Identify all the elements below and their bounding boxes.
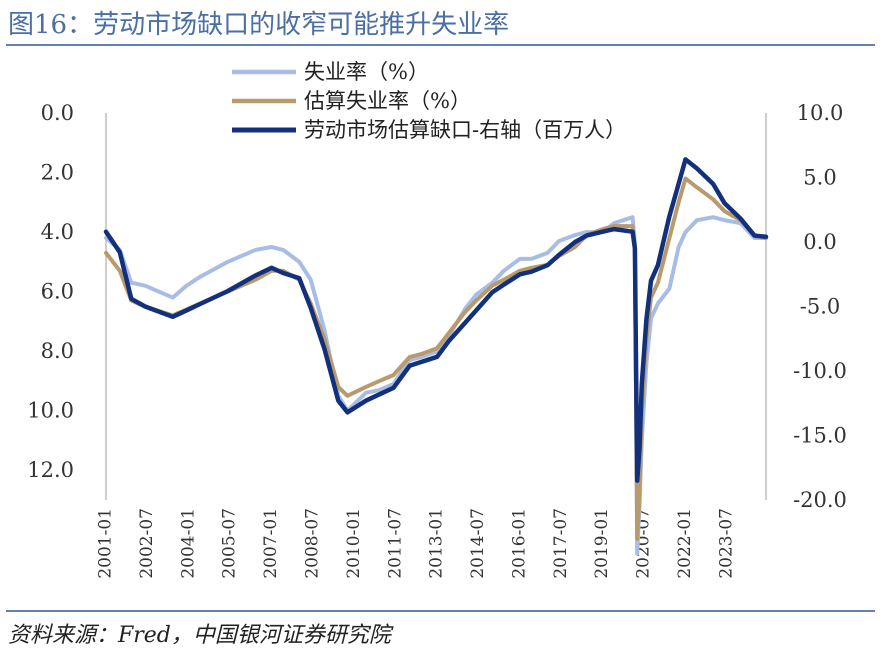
x-tick-label: 2013-01 bbox=[427, 508, 447, 579]
bottom-rule bbox=[6, 610, 875, 612]
x-tick-label: 2007-01 bbox=[261, 508, 281, 579]
series-line-2 bbox=[104, 176, 768, 541]
legend-label: 估算失业率（%） bbox=[304, 89, 471, 113]
left-tick-label: 6.0 bbox=[41, 280, 74, 304]
legend-label: 失业率（%） bbox=[304, 60, 429, 84]
x-tick-label: 2001-01 bbox=[96, 508, 116, 579]
right-tick-label: -5.0 bbox=[800, 295, 841, 319]
x-tick-label: 2019-01 bbox=[592, 508, 612, 579]
right-tick-label: -20.0 bbox=[793, 488, 847, 512]
legend: 失业率（%） 估算失业率（%） 劳动市场估算缺口-右轴（百万人） bbox=[232, 60, 626, 142]
x-tick-label: 2017-07 bbox=[551, 508, 571, 579]
right-tick-label: -15.0 bbox=[793, 424, 847, 448]
left-tick-label: 0.0 bbox=[41, 101, 74, 125]
left-tick-label: 8.0 bbox=[41, 339, 74, 363]
x-tick-label: 2010-01 bbox=[344, 508, 364, 579]
axes: 0.0 2.0 4.0 6.0 8.0 10.0 12.0 10.0 5.0 0.0 -5.0 -10… bbox=[27, 101, 847, 579]
x-tick-label: 2011-07 bbox=[385, 508, 405, 579]
right-tick-label: 5.0 bbox=[803, 166, 836, 190]
series-lines bbox=[103, 157, 769, 556]
x-tick-label: 2002-07 bbox=[137, 508, 157, 579]
x-tick-label: 2016-01 bbox=[509, 508, 529, 579]
source-note: 资料来源：Fred，中国银河证券研究院 bbox=[8, 623, 391, 648]
left-tick-label: 2.0 bbox=[41, 161, 74, 185]
left-tick-label: 12.0 bbox=[27, 458, 74, 482]
x-tick-label: 2014-07 bbox=[468, 508, 488, 579]
series-line-1 bbox=[104, 215, 768, 556]
left-tick-label: 10.0 bbox=[27, 399, 74, 423]
left-tick-label: 4.0 bbox=[41, 220, 74, 244]
right-tick-label: -10.0 bbox=[793, 359, 847, 383]
figure-title: 图16：劳动市场缺口的收窄可能推升失业率 bbox=[8, 10, 510, 40]
top-rule bbox=[6, 44, 875, 46]
x-tick-label: 2004-01 bbox=[178, 508, 198, 579]
x-tick-label: 2008-07 bbox=[302, 508, 322, 579]
right-tick-label: 0.0 bbox=[803, 230, 836, 254]
right-tick-label: 10.0 bbox=[797, 101, 844, 125]
x-tick-label: 2005-07 bbox=[220, 508, 240, 579]
legend-label: 劳动市场估算缺口-右轴（百万人） bbox=[304, 118, 626, 142]
series-line-3 bbox=[103, 157, 769, 483]
x-tick-label: 2022-01 bbox=[675, 508, 695, 579]
x-tick-label: 2023-07 bbox=[716, 508, 736, 579]
